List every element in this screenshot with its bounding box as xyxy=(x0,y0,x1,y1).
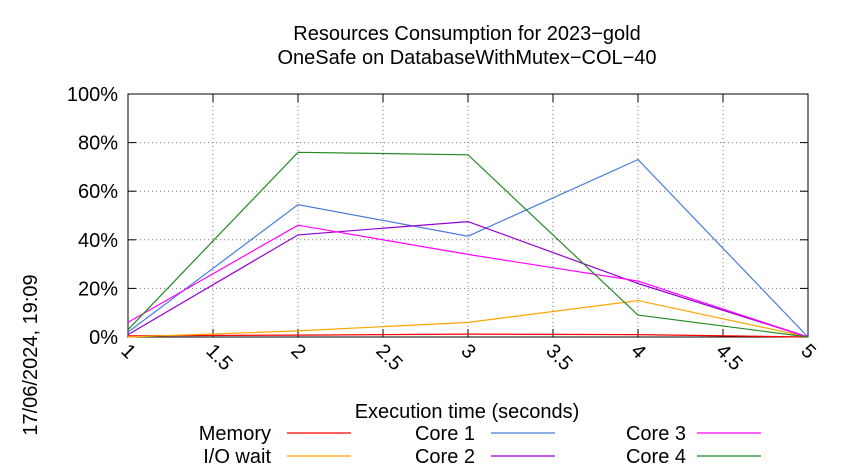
series-line-core-2 xyxy=(127,220,809,338)
chart-title: Resources Consumption for 2023−gold xyxy=(293,23,640,45)
series-lines xyxy=(127,151,809,338)
y-tick-label: 40% xyxy=(78,230,118,252)
legend-label: I/O wait xyxy=(203,446,271,468)
series-line-i-o-wait xyxy=(127,299,809,338)
x-tick-label: 1.5 xyxy=(201,340,236,375)
legend-label: Core 4 xyxy=(626,446,686,468)
y-tick-label: 20% xyxy=(78,278,118,300)
x-tick-label: 4 xyxy=(626,340,649,363)
y-tick-label: 80% xyxy=(78,133,118,155)
grid xyxy=(128,94,808,337)
legend-label: Core 1 xyxy=(415,423,475,445)
x-tick-label: 1 xyxy=(116,340,139,363)
x-tick-label: 3 xyxy=(456,340,479,363)
x-tick-label: 5 xyxy=(796,340,819,363)
series-line-core-3 xyxy=(127,224,809,338)
x-axis-tick-labels: 1 1.5 2 2.5 3 3.5 4 4.5 5 xyxy=(116,340,819,375)
legend-label: Memory xyxy=(199,423,271,445)
y-tick-label: 0% xyxy=(89,327,118,349)
y-tick-label: 100% xyxy=(67,84,118,106)
legend-label: Core 3 xyxy=(626,423,686,445)
series-line-core-4 xyxy=(127,151,809,338)
x-tick-label: 2.5 xyxy=(371,340,406,375)
x-tick-label: 3.5 xyxy=(541,340,576,375)
legend-label: Core 2 xyxy=(415,446,475,468)
x-axis-label: Execution time (seconds) xyxy=(355,401,580,423)
series-line-memory xyxy=(127,333,809,338)
timestamp: 17/06/2024, 19:09 xyxy=(20,274,42,435)
chart-subtitle: OneSafe on DatabaseWithMutex−COL−40 xyxy=(277,47,656,69)
y-axis-tick-labels: 0% 20% 40% 60% 80% 100% xyxy=(67,84,118,349)
y-tick-label: 60% xyxy=(78,181,118,203)
series-line-core-1 xyxy=(127,158,809,338)
x-tick-label: 4.5 xyxy=(711,340,746,375)
x-tick-label: 2 xyxy=(286,340,309,363)
